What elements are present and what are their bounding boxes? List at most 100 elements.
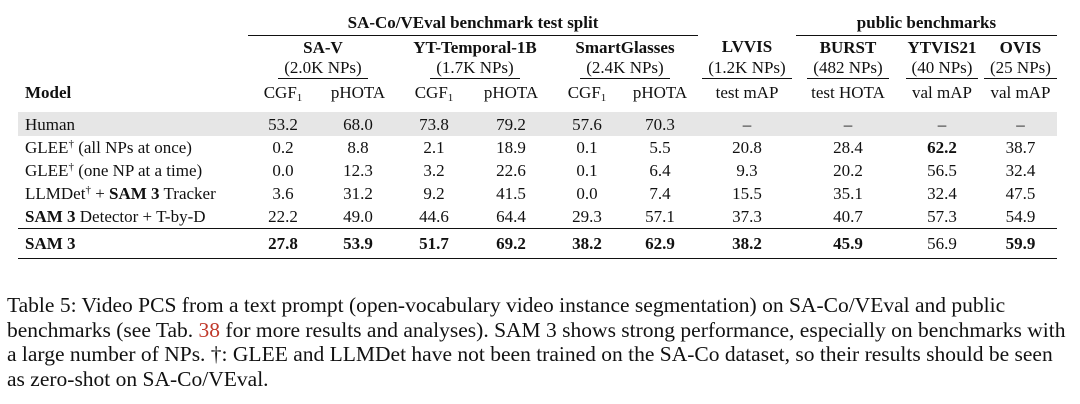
metric-header: pHOTA (622, 79, 698, 110)
dataset-name: BURST (819, 37, 877, 57)
table-cell-best: 62.2 (927, 138, 957, 157)
row-model-name: SAM 3 (18, 228, 248, 259)
dataset-name: LVVIS (721, 37, 773, 57)
metric-header: pHOTA (470, 79, 552, 110)
dataset-name: SmartGlasses (575, 37, 675, 57)
table-cell: 68.0 (318, 109, 398, 136)
dataset-name: YT-Temporal-1B (413, 37, 537, 57)
table-cell: 53.2 (248, 109, 318, 136)
table-cell-best: 51.7 (398, 228, 470, 259)
dataset-name: YTVIS21 (907, 37, 977, 57)
table-cell: 3.2 (423, 161, 445, 180)
table-cell: 28.4 (833, 138, 863, 157)
dataset-name: OVIS (999, 37, 1042, 57)
table-row: GLEE† (all NPs at once) 0.2 8.8 2.1 18.9… (18, 136, 1057, 159)
table-cell: 41.5 (496, 184, 526, 203)
table-row-final: SAM 3 27.8 53.9 51.7 69.2 38.2 62.9 38.2… (18, 228, 1057, 259)
table-cell: 56.9 (900, 228, 984, 259)
table-cell: 3.6 (272, 184, 294, 203)
table-cell-best: 53.9 (318, 228, 398, 259)
metric-header-row: Model CGF1 pHOTA CGF1 pHOTA CGF1 pHOTA t… (18, 79, 1057, 110)
table-cell: 0.1 (576, 161, 598, 180)
table-cell: 49.0 (343, 207, 373, 226)
table-cell: 7.4 (649, 184, 671, 203)
model-column-header: Model (18, 79, 248, 110)
table-cell: 70.3 (622, 109, 698, 136)
row-model-name: Human (18, 109, 248, 136)
table-cell: 15.5 (732, 184, 762, 203)
table-cell: 9.3 (736, 161, 758, 180)
metric-header: CGF1 (552, 79, 622, 110)
dataset-name: SA-V (303, 37, 343, 57)
row-model-name: GLEE† (all NPs at once) (25, 138, 192, 157)
table-cell: 57.1 (645, 207, 675, 226)
table-cell: 32.4 (1005, 161, 1036, 180)
table-cell: 20.8 (732, 138, 762, 157)
saco-group-header: SA-Co/VEval benchmark test split (248, 9, 698, 36)
table-caption: Table 5: Video PCS from a text prompt (o… (7, 293, 1066, 391)
table-cell: 31.2 (343, 184, 373, 203)
table-cell: 6.4 (649, 161, 671, 180)
dataset-np-count: (1.2K NPs) (702, 59, 792, 79)
table-cell: 64.4 (496, 207, 526, 226)
dataset-np-count: (482 NPs) (807, 59, 889, 79)
table-cell: 47.5 (1005, 184, 1036, 203)
dataset-np-count: (25 NPs) (984, 59, 1057, 79)
dataset-np-count: (1.7K NPs) (430, 59, 520, 79)
table-cell: 0.0 (576, 184, 598, 203)
table-cell: – (984, 109, 1057, 136)
row-model-name: LLMDet† + SAM 3 Tracker (25, 184, 216, 203)
table-cell: 29.3 (572, 207, 602, 226)
table-cell: 5.5 (649, 138, 671, 157)
table-cell: 20.2 (833, 161, 863, 180)
table-cell: 79.2 (470, 109, 552, 136)
table-cell: 38.7 (1005, 138, 1036, 157)
metric-header: pHOTA (318, 79, 398, 110)
table-row: SAM 3 Detector + T-by-D 22.2 49.0 44.6 6… (18, 205, 1057, 229)
table-cell: 54.9 (1005, 207, 1036, 226)
group-header-row: SA-Co/VEval benchmark test split public … (18, 9, 1057, 36)
table-cell: 35.1 (833, 184, 863, 203)
table-cell: 22.6 (496, 161, 526, 180)
table-cell: 40.7 (833, 207, 863, 226)
table-cell: 9.2 (423, 184, 445, 203)
metric-header: test HOTA (796, 79, 900, 110)
dataset-np-count: (40 NPs) (905, 59, 979, 79)
dataset-name-row: SA-V YT-Temporal-1B SmartGlasses LVVIS B… (18, 36, 1057, 59)
table-row: LLMDet† + SAM 3 Tracker 3.6 31.2 9.2 41.… (18, 182, 1057, 205)
table-row: Human 53.2 68.0 73.8 79.2 57.6 70.3 – – … (18, 109, 1057, 136)
table-cell: 0.1 (576, 138, 598, 157)
metric-header: val mAP (984, 79, 1057, 110)
table-cell-best: 38.2 (552, 228, 622, 259)
dataset-np-row: (2.0K NPs) (1.7K NPs) (2.4K NPs) (1.2K N… (18, 58, 1057, 79)
table-cell-best: 38.2 (698, 228, 796, 259)
table-cell: 73.8 (398, 109, 470, 136)
table-cell: 32.4 (927, 184, 957, 203)
table-reference-link[interactable]: 38 (198, 317, 221, 342)
table-cell-best: 62.9 (622, 228, 698, 259)
table-cell: 2.1 (423, 138, 445, 157)
table-cell: 56.5 (927, 161, 957, 180)
table-cell: 37.3 (732, 207, 762, 226)
table-row: GLEE† (one NP at a time) 0.0 12.3 3.2 22… (18, 159, 1057, 182)
table-cell-best: 59.9 (984, 228, 1057, 259)
table-cell-best: 45.9 (796, 228, 900, 259)
dataset-np-count: (2.0K NPs) (278, 59, 368, 79)
public-group-header: public benchmarks (796, 9, 1057, 36)
table-cell: 0.0 (272, 161, 294, 180)
table-cell: – (698, 109, 796, 136)
metric-header: val mAP (900, 79, 984, 110)
table-cell: – (900, 109, 984, 136)
metric-header: CGF1 (248, 79, 318, 110)
table-cell: 18.9 (496, 138, 526, 157)
row-model-name: SAM 3 Detector + T-by-D (25, 207, 206, 226)
results-table: SA-Co/VEval benchmark test split public … (18, 9, 1057, 259)
table-cell: 0.2 (272, 138, 294, 157)
table-cell: 57.6 (552, 109, 622, 136)
table-cell: 8.8 (347, 138, 369, 157)
table-cell-best: 69.2 (470, 228, 552, 259)
table-cell: 44.6 (419, 207, 449, 226)
table-cell: 57.3 (927, 207, 957, 226)
row-model-name: GLEE† (one NP at a time) (25, 161, 203, 180)
